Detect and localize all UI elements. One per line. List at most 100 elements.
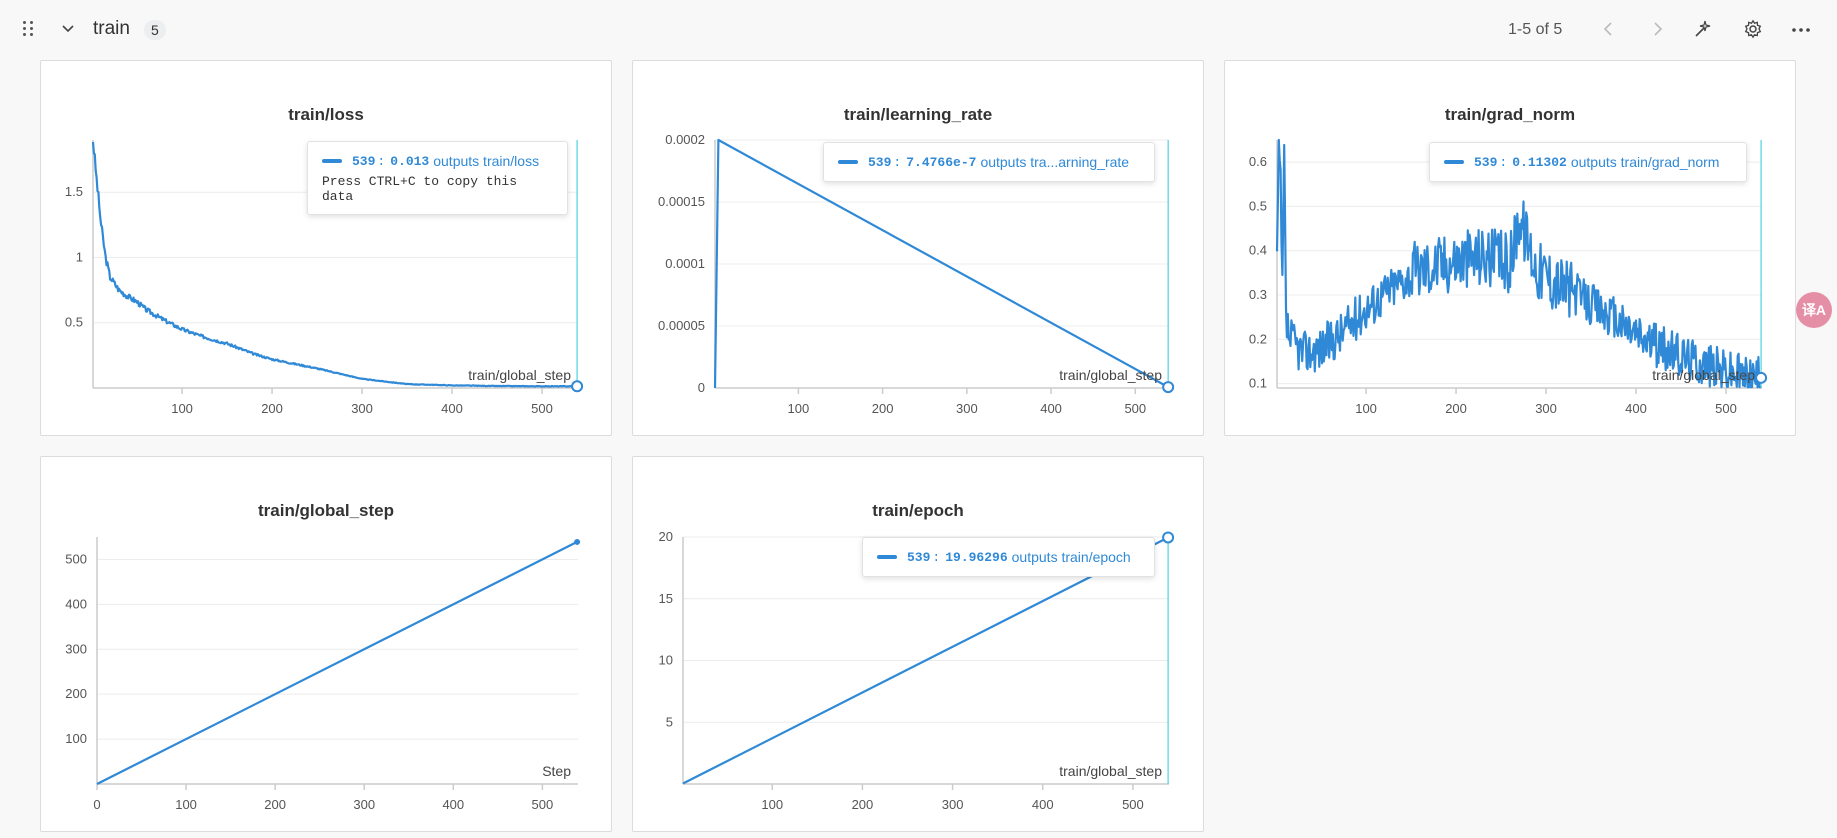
pagination-range: 1-5 of 5 — [1508, 21, 1563, 38]
x-tick-label: 500 — [532, 797, 554, 812]
tooltip-separator: : — [377, 153, 386, 169]
x-tick-label: 100 — [171, 401, 193, 416]
magic-wand-icon[interactable] — [1692, 19, 1712, 39]
chevron-down-icon[interactable] — [60, 20, 76, 36]
section-header: train 5 1-5 of 5 — [0, 0, 1837, 60]
tooltip-value: 7.4766e-7 — [906, 154, 977, 170]
y-tick-label: 0 — [698, 380, 705, 395]
hover-point — [1162, 531, 1175, 544]
section-title[interactable]: train — [93, 18, 130, 39]
tooltip-value: 19.96296 — [945, 549, 1008, 565]
y-tick-label: 300 — [65, 641, 87, 656]
x-tick-label: 200 — [852, 797, 874, 812]
tooltip-label: outputs train/epoch — [1011, 549, 1131, 565]
chevron-right-icon[interactable] — [1647, 19, 1667, 39]
x-tick-label: 300 — [351, 401, 373, 416]
series-line — [1275, 138, 1762, 389]
x-tick-label: 400 — [1032, 797, 1054, 812]
series-line — [91, 141, 578, 388]
x-axis-label: Step — [542, 763, 571, 779]
y-tick-label: 400 — [65, 596, 87, 611]
end-point — [574, 538, 581, 545]
x-tick-label: 300 — [353, 797, 375, 812]
y-tick-label: 20 — [659, 529, 673, 544]
y-tick-label: 0.1 — [1249, 376, 1267, 391]
panel-train-epoch[interactable]: train/epoch 5 10 15 20 100 200 300 400 500 train/… — [632, 456, 1204, 832]
tooltip-value: 0.013 — [390, 153, 430, 169]
x-axis-label: train/global_step — [468, 367, 571, 383]
translate-icon[interactable]: 译A — [1796, 292, 1832, 328]
drag-handle-icon[interactable] — [22, 20, 36, 36]
chart-train-loss[interactable]: 0.5 1 1.5 100 200 300 400 500 train/global_step — [41, 61, 613, 437]
x-tick-label: 0 — [93, 797, 100, 812]
panel-title: train/global_step — [257, 501, 395, 520]
y-tick-label: 0.00015 — [658, 194, 705, 209]
y-tick-label: 1 — [76, 249, 83, 264]
y-tick-label: 0.5 — [65, 315, 83, 330]
panel-train-learning-rate[interactable]: train/learning_rate 0 0.00005 0.0001 0.0001… — [632, 60, 1204, 436]
hover-point — [1755, 371, 1768, 384]
chart-train-epoch[interactable]: 5 10 15 20 100 200 300 400 500 train/global_step — [633, 457, 1205, 833]
y-tick-label: 0.0002 — [665, 132, 705, 147]
section-count-badge: 5 — [144, 20, 166, 40]
panel-train-loss[interactable]: train/loss 0.5 1 1.5 100 200 300 400 500 train/g… — [40, 60, 612, 436]
tooltip-label: outputs train/loss — [433, 153, 540, 169]
x-tick-label: 200 — [872, 401, 894, 416]
y-tick-label: 200 — [65, 686, 87, 701]
x-tick-label: 400 — [441, 401, 463, 416]
panel-title: train/grad_norm — [1444, 105, 1576, 124]
tooltip-label: outputs tra...arning_rate — [980, 154, 1130, 170]
x-tick-label: 100 — [1355, 401, 1377, 416]
panel-title: train/loss — [288, 105, 364, 124]
y-tick-label: 0.4 — [1249, 243, 1267, 258]
tooltip-step: 539 — [868, 154, 892, 170]
more-icon[interactable] — [1791, 19, 1811, 39]
x-tick-label: 100 — [761, 797, 783, 812]
chevron-left-icon[interactable] — [1599, 19, 1619, 39]
x-tick-label: 100 — [788, 401, 810, 416]
y-tick-label: 0.0001 — [665, 256, 705, 271]
series-line — [713, 138, 1169, 389]
tooltip-step: 539 — [907, 549, 931, 565]
chart-train-grad-norm[interactable]: 0.1 0.2 0.3 0.4 0.5 0.6 100 200 300 400 500 train/g… — [1225, 61, 1797, 437]
tooltip-value: 0.11302 — [1512, 154, 1567, 170]
x-axis-label: train/global_step — [1059, 763, 1162, 779]
x-tick-label: 200 — [264, 797, 286, 812]
x-tick-label: 500 — [1124, 401, 1146, 416]
x-tick-label: 300 — [1535, 401, 1557, 416]
x-tick-label: 200 — [261, 401, 283, 416]
tooltip-step: 539 — [352, 153, 376, 169]
x-tick-label: 400 — [442, 797, 464, 812]
x-axis-label: train/global_step — [1059, 367, 1162, 383]
panel-title: train/epoch — [872, 501, 964, 520]
panel-title: train/learning_rate — [843, 105, 993, 124]
tooltip: 539:0.013 outputs train/loss Press CTRL+C… — [307, 141, 568, 215]
y-tick-label: 0.3 — [1249, 287, 1267, 302]
panel-train-grad-norm[interactable]: train/grad_norm 0.1 0.2 0.3 0.4 0.5 0.6 100 200… — [1224, 60, 1796, 436]
tooltip: 539:0.11302 outputs train/grad_norm — [1429, 142, 1747, 182]
y-tick-label: 15 — [659, 591, 673, 606]
series-line — [682, 536, 1169, 785]
x-tick-label: 300 — [942, 797, 964, 812]
chart-train-learning-rate[interactable]: 0 0.00005 0.0001 0.00015 0.0002 100 200 300 400 5… — [633, 61, 1205, 437]
x-tick-label: 300 — [956, 401, 978, 416]
tooltip-step: 539 — [1474, 154, 1498, 170]
tooltip: 539:7.4766e-7 outputs tra...arning_rate — [823, 142, 1155, 182]
gear-icon[interactable] — [1743, 19, 1763, 39]
y-tick-label: 0.00005 — [658, 318, 705, 333]
series-swatch — [877, 555, 897, 559]
tooltip-separator: : — [1499, 154, 1508, 170]
x-tick-label: 400 — [1625, 401, 1647, 416]
panel-train-global-step[interactable]: train/global_step 100 200 300 400 500 0 100 200… — [40, 456, 612, 832]
x-tick-label: 100 — [175, 797, 197, 812]
hover-point — [571, 380, 584, 393]
series-line — [96, 540, 578, 785]
x-tick-label: 400 — [1040, 401, 1062, 416]
y-tick-label: 5 — [666, 714, 673, 729]
y-tick-label: 0.6 — [1249, 154, 1267, 169]
chart-train-global-step[interactable]: 100 200 300 400 500 0 100 200 300 400 500 Step — [41, 457, 613, 833]
x-tick-label: 200 — [1445, 401, 1467, 416]
series-swatch — [322, 159, 342, 163]
x-tick-label: 500 — [1715, 401, 1737, 416]
y-tick-label: 500 — [65, 551, 87, 566]
